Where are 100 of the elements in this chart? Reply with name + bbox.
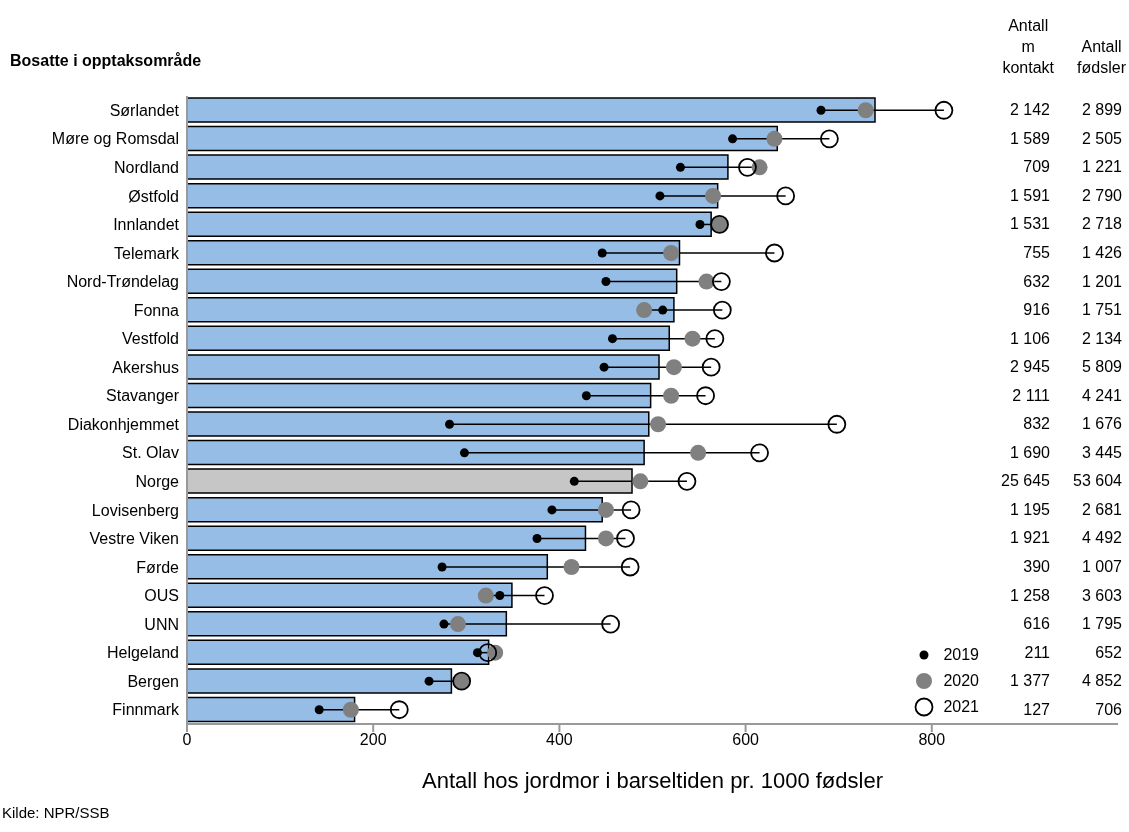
point <box>728 134 738 144</box>
annotation: 2 899 <box>1081 100 1122 121</box>
point <box>632 473 649 490</box>
y-axis-title: Bosatte i opptaksområde <box>10 52 202 70</box>
point <box>696 386 715 406</box>
point <box>547 505 557 515</box>
point <box>750 443 769 463</box>
annotation: 2 790 <box>1081 185 1122 206</box>
annotation: 1 589 <box>1009 128 1050 149</box>
annotation: 2 718 <box>1081 214 1122 235</box>
point <box>827 414 847 434</box>
annotation: 2 945 <box>1009 357 1050 378</box>
annotation: 706 <box>1095 699 1122 720</box>
point <box>563 559 580 575</box>
legend-label: 2020 <box>943 672 979 690</box>
annotation: 53 604 <box>1073 471 1122 492</box>
point <box>816 105 826 115</box>
point <box>766 130 783 147</box>
x-tick-label: 0 <box>182 731 192 749</box>
annotation: 25 645 <box>1001 471 1050 492</box>
annotation: 652 <box>1095 642 1122 663</box>
text: Antall m kontakt <box>1002 16 1054 78</box>
point <box>663 387 680 404</box>
point <box>765 243 784 263</box>
point <box>607 334 617 344</box>
y-tick-label: Akershus <box>112 358 179 376</box>
annotation: 632 <box>1023 271 1050 292</box>
annotation: 127 <box>1023 699 1050 720</box>
annotation: 1 221 <box>1081 157 1122 178</box>
point <box>934 100 954 120</box>
point <box>677 471 697 491</box>
y-tick-label: Diakonhjemmet <box>67 415 180 433</box>
y-tick-label: Østfold <box>128 187 179 205</box>
y-tick-label: Stavanger <box>106 387 180 405</box>
point <box>857 102 874 119</box>
point <box>342 701 359 718</box>
point <box>314 705 324 715</box>
point <box>705 329 725 349</box>
text: Kilde: NPR/SSB <box>2 804 110 821</box>
annotation: 2 142 <box>1009 100 1050 121</box>
annotation: 4 492 <box>1081 528 1122 549</box>
y-tick-label: Fonna <box>133 301 180 319</box>
y-tick-label: Møre og Romsdal <box>51 130 179 148</box>
point <box>581 391 591 401</box>
point <box>819 129 839 149</box>
y-tick-label: St. Olav <box>122 444 179 462</box>
y-tick-label: Førde <box>136 558 180 576</box>
point <box>621 500 641 520</box>
annotation: 2 134 <box>1081 328 1122 349</box>
x-axis-title: Antall hos jordmor i barseltiden pr. 1000 fødsler <box>421 768 884 793</box>
y-tick-label: Vestfold <box>122 330 179 348</box>
y-tick-label: Finnmark <box>112 701 180 719</box>
point <box>439 619 449 629</box>
annotation: 1 201 <box>1081 271 1122 292</box>
point <box>665 359 682 376</box>
annotation: 616 <box>1023 614 1050 635</box>
x-tick-label: 400 <box>546 731 573 749</box>
y-tick-label: OUS <box>144 587 179 605</box>
annotation: 1 258 <box>1009 585 1050 606</box>
point <box>695 219 705 229</box>
point <box>701 357 721 377</box>
annotation: 1 106 <box>1009 328 1050 349</box>
point <box>636 302 653 319</box>
annotation: 211 <box>1024 642 1050 663</box>
point <box>569 476 579 486</box>
point <box>535 586 554 605</box>
point <box>532 533 542 543</box>
point <box>684 330 701 347</box>
y-tick-label: Nord-Trøndelag <box>66 273 179 291</box>
point <box>663 245 680 261</box>
point <box>601 614 621 634</box>
point <box>599 362 609 372</box>
annotation: 1 795 <box>1081 614 1122 635</box>
point <box>698 273 715 290</box>
point <box>712 300 732 320</box>
annotation: 1 751 <box>1081 300 1122 321</box>
x-tick-label: 200 <box>359 731 387 749</box>
annotation: 2 681 <box>1081 499 1122 520</box>
annotation: 1 690 <box>1009 442 1050 463</box>
point <box>620 557 640 577</box>
point <box>478 643 498 663</box>
y-tick-label: Lovisenberg <box>91 501 179 519</box>
point <box>445 419 455 429</box>
y-tick-label: Bergen <box>127 672 179 690</box>
legend-label: 2021 <box>943 698 979 716</box>
y-tick-label: Helgeland <box>106 644 179 662</box>
annotation: 2 111 <box>1012 385 1050 406</box>
annotation: 4 852 <box>1081 671 1122 692</box>
point <box>655 191 665 201</box>
point <box>690 444 707 461</box>
point <box>424 676 434 686</box>
text: Antall fødsler <box>1077 37 1126 78</box>
annotation: 1 426 <box>1081 243 1122 263</box>
annotation: 755 <box>1023 243 1050 263</box>
point <box>738 157 757 177</box>
y-tick-label: Vestre Viken <box>89 530 179 548</box>
point <box>658 305 668 315</box>
annotation: 1 591 <box>1009 185 1050 206</box>
point <box>711 272 731 291</box>
point <box>495 591 505 601</box>
